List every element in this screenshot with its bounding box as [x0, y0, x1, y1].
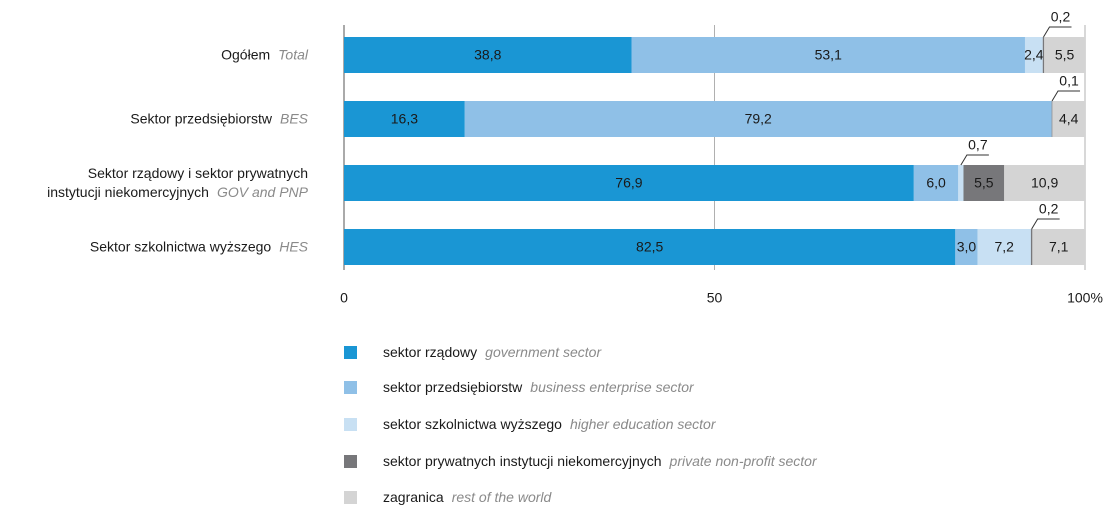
bar-segment — [913, 165, 959, 201]
legend-item: zagranica rest of the world — [344, 489, 551, 505]
legend-item: sektor prywatnych instytucji niekomercyj… — [344, 453, 817, 469]
category-label: Sektor przedsiębiorstw BES — [130, 110, 308, 129]
value-label: 7,2 — [994, 239, 1014, 255]
bar-segment — [1024, 37, 1043, 73]
category-name: Ogółem — [221, 46, 271, 63]
legend-label: sektor prywatnych instytucji niekomercyj… — [383, 453, 662, 469]
category-name: Sektor rządowy i sektor prywatnych insty… — [47, 165, 308, 200]
category-label: Ogółem Total — [221, 46, 308, 65]
x-tick-label: 100% — [1067, 290, 1103, 306]
value-label: 76,9 — [615, 175, 642, 191]
bar-segment — [955, 229, 978, 265]
value-label: 6,0 — [926, 175, 946, 191]
value-label: 38,8 — [474, 47, 501, 63]
legend-label: sektor szkolnictwa wyższego — [383, 416, 562, 432]
bar-segment — [1032, 229, 1085, 265]
value-label: 0,1 — [1059, 73, 1079, 89]
value-label: 10,9 — [1031, 175, 1058, 191]
legend-swatch — [344, 345, 357, 359]
legend-label-en: higher education sector — [569, 416, 716, 432]
leader-line — [1031, 218, 1060, 230]
legend-label-en: business enterprise sector — [530, 379, 694, 395]
value-label: 5,5 — [1055, 47, 1075, 63]
bar-segment — [1030, 229, 1033, 265]
legend-label-en: rest of the world — [451, 489, 552, 505]
legend-swatch — [344, 417, 357, 431]
bar-segment — [1052, 101, 1085, 137]
bar-segment — [344, 101, 465, 137]
leader-line — [960, 154, 989, 166]
bar-segment — [1044, 37, 1085, 73]
legend-item: sektor szkolnictwa wyższego higher educat… — [344, 416, 716, 432]
bar-segment — [963, 165, 1005, 201]
value-label: 5,5 — [974, 175, 994, 191]
bar-segment — [344, 229, 956, 265]
category-name: Sektor szkolnictwa wyższego — [89, 238, 272, 255]
value-label: 0,2 — [1039, 201, 1059, 217]
bar-segment — [977, 229, 1031, 265]
bar-segment — [464, 101, 1052, 137]
value-label: 7,1 — [1049, 239, 1069, 255]
category-name: Sektor przedsiębiorstw — [130, 110, 272, 127]
category-name-en: GOV and PNP — [216, 184, 308, 200]
bar-segment — [344, 37, 632, 73]
legend-label: zagranica — [383, 489, 444, 505]
legend-label-en: government sector — [485, 344, 602, 360]
legend-swatch — [344, 490, 357, 504]
value-label: 79,2 — [745, 111, 772, 127]
bar-segment — [958, 165, 964, 201]
value-label: 0,2 — [1051, 9, 1071, 25]
bar-segment — [1051, 101, 1053, 137]
legend-swatch — [344, 454, 357, 468]
legend-item: sektor przedsiębiorstw business enterpris… — [344, 379, 694, 395]
value-label: 82,5 — [636, 239, 663, 255]
legend-label: sektor rządowy — [383, 344, 478, 360]
value-label: 2,4 — [1024, 47, 1044, 63]
legend-swatch — [344, 380, 357, 394]
leader-line — [1051, 90, 1081, 102]
value-label: 53,1 — [815, 47, 842, 63]
leader-line — [1043, 26, 1072, 38]
value-label: 0,7 — [968, 137, 988, 153]
value-label: 3,0 — [957, 239, 977, 255]
value-label: 16,3 — [391, 111, 418, 127]
category-label: Sektor szkolnictwa wyższego HES — [90, 238, 308, 257]
category-name-en: BES — [279, 110, 308, 127]
x-tick-label: 50 — [707, 290, 723, 306]
bar-segment — [1042, 37, 1045, 73]
value-label: 4,4 — [1059, 111, 1079, 127]
category-label: Sektor rządowy i sektor prywatnych insty… — [47, 164, 308, 202]
category-name-en: HES — [279, 238, 308, 255]
legend-label-en: private non-profit sector — [669, 453, 817, 469]
bar-segment — [344, 165, 914, 201]
x-tick-label: 0 — [340, 290, 348, 306]
category-name-en: Total — [278, 46, 308, 63]
bar-segment — [1004, 165, 1085, 201]
bar-segment — [631, 37, 1025, 73]
legend-item: sektor rządowy government sector — [344, 344, 601, 360]
legend-label: sektor przedsiębiorstw — [383, 379, 523, 395]
